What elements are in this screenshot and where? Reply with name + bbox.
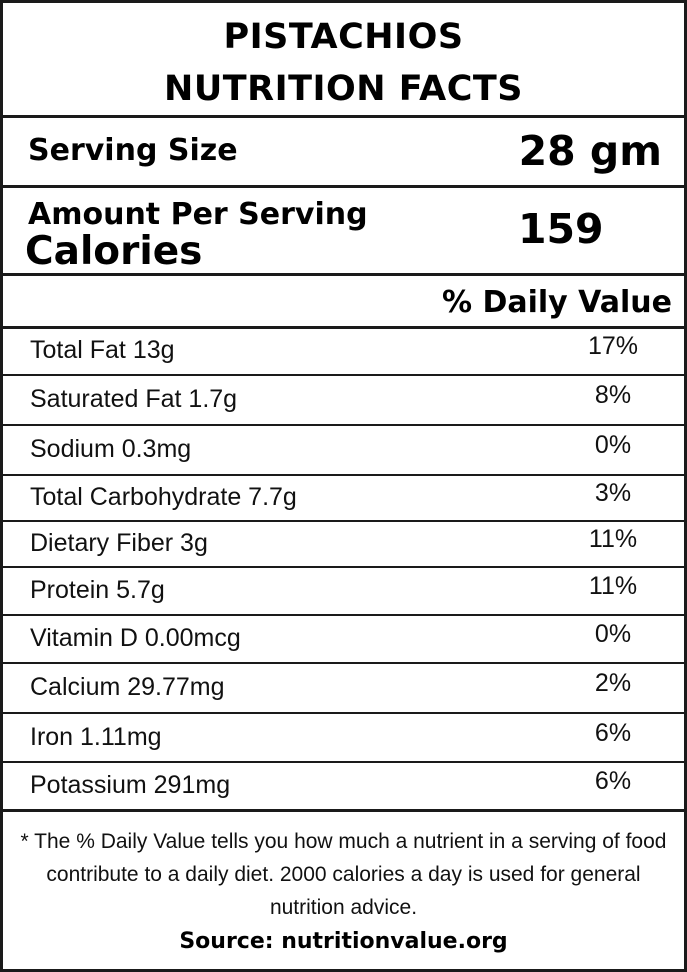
nutrient-name: Calcium 29.77mg: [30, 673, 225, 701]
divider-title: [3, 115, 684, 118]
nutrient-daily-value: 2%: [594, 669, 632, 697]
divider-footnote: [3, 809, 684, 812]
nutrient-daily-value: 3%: [594, 479, 632, 507]
nutrient-name: Iron 1.11mg: [30, 723, 162, 751]
nutrient-divider: [3, 662, 684, 664]
divider-dv-header: [3, 326, 684, 329]
nutrient-daily-value: 0%: [594, 431, 632, 459]
divider-serving: [3, 185, 684, 188]
nutrient-divider: [3, 566, 684, 568]
nutrient-divider: [3, 374, 684, 376]
source-credit: Source: nutritionvalue.org: [179, 929, 508, 954]
nutrient-name: Protein 5.7g: [30, 576, 165, 604]
nutrient-name: Total Fat 13g: [30, 336, 175, 364]
nutrient-daily-value: 6%: [594, 719, 632, 747]
nutrient-daily-value: 11%: [588, 572, 638, 600]
nutrient-name: Total Carbohydrate 7.7g: [30, 483, 297, 511]
daily-value-header: % Daily Value: [441, 285, 672, 320]
footnote: * The % Daily Value tells you how much a…: [20, 830, 667, 919]
nutrient-divider: [3, 712, 684, 714]
divider-calories: [3, 273, 684, 276]
serving-size-value: 28 gm: [518, 127, 662, 175]
nutrient-daily-value: 11%: [588, 525, 638, 553]
nutrient-divider: [3, 761, 684, 763]
title-line-2: NUTRITION FACTS: [164, 69, 523, 109]
nutrient-daily-value: 0%: [594, 620, 632, 648]
nutrient-name: Vitamin D 0.00mcg: [30, 624, 241, 652]
nutrient-divider: [3, 474, 684, 476]
nutrient-daily-value: 8%: [594, 381, 632, 409]
nutrient-divider: [3, 424, 684, 426]
serving-size-label: Serving Size: [28, 133, 238, 168]
nutrient-name: Potassium 291mg: [30, 771, 231, 799]
nutrient-daily-value: 17%: [587, 332, 639, 360]
amount-per-serving-label: Amount Per Serving: [28, 197, 368, 232]
nutrient-divider: [3, 520, 684, 522]
nutrient-daily-value: 6%: [594, 767, 632, 795]
nutrient-divider: [3, 614, 684, 616]
calories-label: Calories: [25, 229, 203, 274]
title-line-1: PISTACHIOS: [223, 17, 464, 57]
calories-value: 159: [518, 205, 604, 253]
nutrient-name: Dietary Fiber 3g: [30, 529, 208, 557]
nutrient-name: Saturated Fat 1.7g: [30, 385, 238, 413]
nutrient-name: Sodium 0.3mg: [30, 435, 192, 463]
